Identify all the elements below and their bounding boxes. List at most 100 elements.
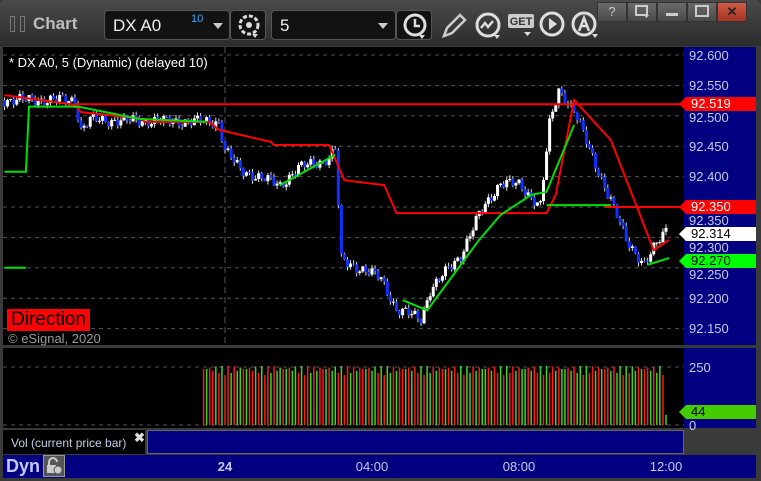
candle	[388, 295, 392, 303]
candle	[199, 115, 202, 123]
candle	[12, 99, 16, 105]
price-tick: 92.450	[689, 138, 729, 154]
lower-band-line	[4, 105, 207, 173]
candle	[367, 271, 371, 275]
candle	[244, 172, 248, 176]
price-tick: 92.550	[689, 77, 729, 93]
dynamic-mode-label[interactable]: Dyn	[6, 456, 41, 476]
candle	[116, 119, 120, 126]
candle	[633, 246, 637, 254]
chart-legend: * DX A0, 5 (Dynamic) (delayed 10)	[9, 55, 208, 70]
window-link-icon	[635, 5, 649, 18]
candle	[636, 253, 640, 263]
candle	[101, 116, 104, 121]
chevron-down-icon[interactable]	[213, 23, 223, 29]
candle	[342, 253, 346, 260]
candle	[465, 238, 469, 252]
help-button[interactable]: ?	[597, 2, 627, 22]
price-tick: 92.350	[689, 213, 729, 228]
candle	[76, 104, 80, 121]
close-study-icon[interactable]: ✖	[134, 430, 145, 445]
candle	[474, 216, 478, 231]
price-chart[interactable]: * DX A0, 5 (Dynamic) (delayed 10) Direct…	[3, 47, 684, 345]
candle	[621, 222, 625, 227]
candle	[306, 164, 310, 168]
price-plot[interactable]	[3, 47, 684, 345]
candle	[532, 197, 536, 206]
candle	[551, 111, 555, 119]
candle	[104, 116, 108, 122]
candle	[24, 99, 28, 101]
candle	[324, 160, 328, 166]
candle	[217, 121, 221, 123]
candle	[603, 176, 607, 189]
price-tag-value: 92.270	[691, 253, 731, 268]
candle	[254, 178, 258, 181]
candle	[61, 95, 65, 97]
candle	[183, 119, 187, 127]
get-icon[interactable]: GET	[506, 10, 538, 40]
candle	[260, 173, 264, 179]
time-button[interactable]	[396, 10, 432, 40]
maximize-button[interactable]	[687, 2, 717, 22]
candle	[257, 173, 261, 179]
settings-button[interactable]	[230, 10, 266, 40]
candle	[437, 278, 441, 281]
candle	[575, 111, 579, 121]
candle	[404, 307, 408, 309]
candle	[58, 95, 62, 102]
candle	[189, 121, 193, 126]
candle	[195, 115, 199, 119]
time-tick: 24	[217, 459, 233, 474]
candle	[143, 119, 147, 122]
lower-band-line	[402, 124, 576, 312]
time-axis[interactable]: Dyn 24 04:00 08:00 12:00	[3, 455, 756, 478]
candle	[434, 278, 438, 287]
candle	[563, 93, 567, 105]
volume-axis[interactable]: 0 44 250	[679, 348, 756, 432]
lock-scale-icon[interactable]	[43, 455, 65, 477]
candle	[128, 120, 132, 122]
drag-grip-icon[interactable]	[10, 16, 15, 32]
candle	[483, 203, 487, 213]
candle	[251, 172, 255, 181]
price-axis[interactable]: 92.600 92.550 92.519 92.500 92.450 92.400 92.3…	[679, 47, 756, 345]
candle	[352, 263, 356, 265]
candle	[214, 121, 218, 128]
alert-icon[interactable]	[570, 10, 600, 42]
minimize-button[interactable]	[657, 2, 687, 22]
play-icon[interactable]	[538, 10, 568, 40]
candle	[578, 120, 582, 122]
candle	[486, 197, 490, 204]
candle	[64, 95, 68, 104]
candle	[456, 257, 460, 261]
link-button[interactable]	[627, 2, 657, 22]
price-tick: 92.200	[689, 290, 729, 306]
delay-badge: 10	[191, 13, 204, 25]
maximize-icon	[695, 5, 709, 17]
chevron-down-icon[interactable]	[378, 23, 388, 29]
study-icon[interactable]	[472, 10, 506, 42]
candle	[416, 310, 420, 319]
candle	[91, 114, 95, 117]
candle	[361, 266, 365, 272]
candle	[275, 183, 279, 186]
candle	[15, 99, 19, 105]
symbol-input[interactable]: DX A0 10	[104, 10, 230, 40]
close-button[interactable]: ✕	[717, 2, 747, 22]
candle	[349, 263, 353, 267]
volume-chart[interactable]	[3, 348, 684, 428]
drag-grip-icon[interactable]	[20, 16, 25, 32]
settings-gear-icon	[238, 14, 260, 38]
candle	[419, 318, 423, 324]
candle	[180, 125, 184, 127]
candle	[587, 143, 591, 148]
candle	[52, 95, 55, 99]
candle	[649, 254, 653, 262]
candle	[450, 267, 454, 270]
pencil-icon[interactable]	[438, 10, 470, 40]
interval-input[interactable]: 5	[271, 10, 396, 40]
candle	[508, 178, 512, 181]
candle	[661, 231, 665, 243]
candle	[30, 94, 34, 99]
